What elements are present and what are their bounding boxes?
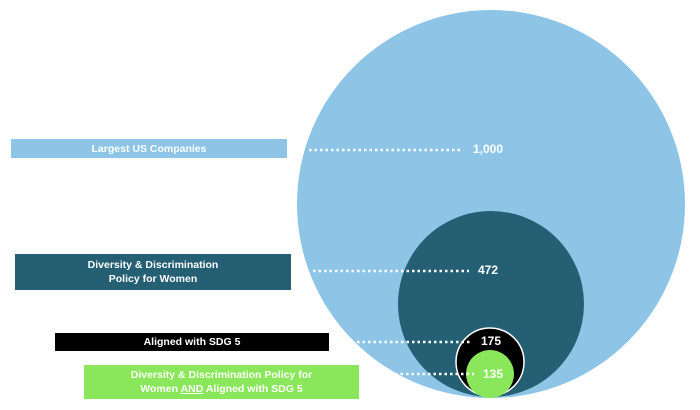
- value-largest-us-companies: 1,000: [473, 142, 504, 156]
- label-policy-and-sdg5-line2: Women AND Aligned with SDG 5: [140, 382, 302, 396]
- label-largest-us-companies: Largest US Companies: [11, 139, 287, 158]
- label-aligned-sdg5: Aligned with SDG 5: [55, 333, 329, 351]
- bubble-diversity-policy: [398, 211, 584, 397]
- label-line2-post: Aligned with SDG 5: [203, 383, 303, 395]
- label-line2-and: AND: [180, 383, 204, 395]
- bubble-largest-us-companies: [297, 10, 685, 398]
- label-diversity-policy-line1: Diversity & Discrimination: [87, 259, 219, 271]
- label-largest-us-companies-text: Largest US Companies: [91, 142, 207, 155]
- label-policy-and-sdg5: Diversity & Discrimination Policy for Wo…: [84, 365, 359, 399]
- value-aligned-sdg5: 175: [481, 334, 502, 348]
- value-diversity-policy: 472: [478, 263, 499, 277]
- label-diversity-policy: Diversity & Discrimination Policy for Wo…: [15, 254, 291, 290]
- label-aligned-sdg5-text: Aligned with SDG 5: [143, 336, 241, 348]
- label-line2-pre: Women: [140, 383, 181, 395]
- label-policy-and-sdg5-line1: Diversity & Discrimination Policy for: [130, 369, 313, 381]
- bubble-policy-and-sdg5: [466, 350, 514, 398]
- value-policy-and-sdg5: 135: [483, 367, 504, 381]
- label-diversity-policy-line2: Policy for Women: [108, 273, 198, 285]
